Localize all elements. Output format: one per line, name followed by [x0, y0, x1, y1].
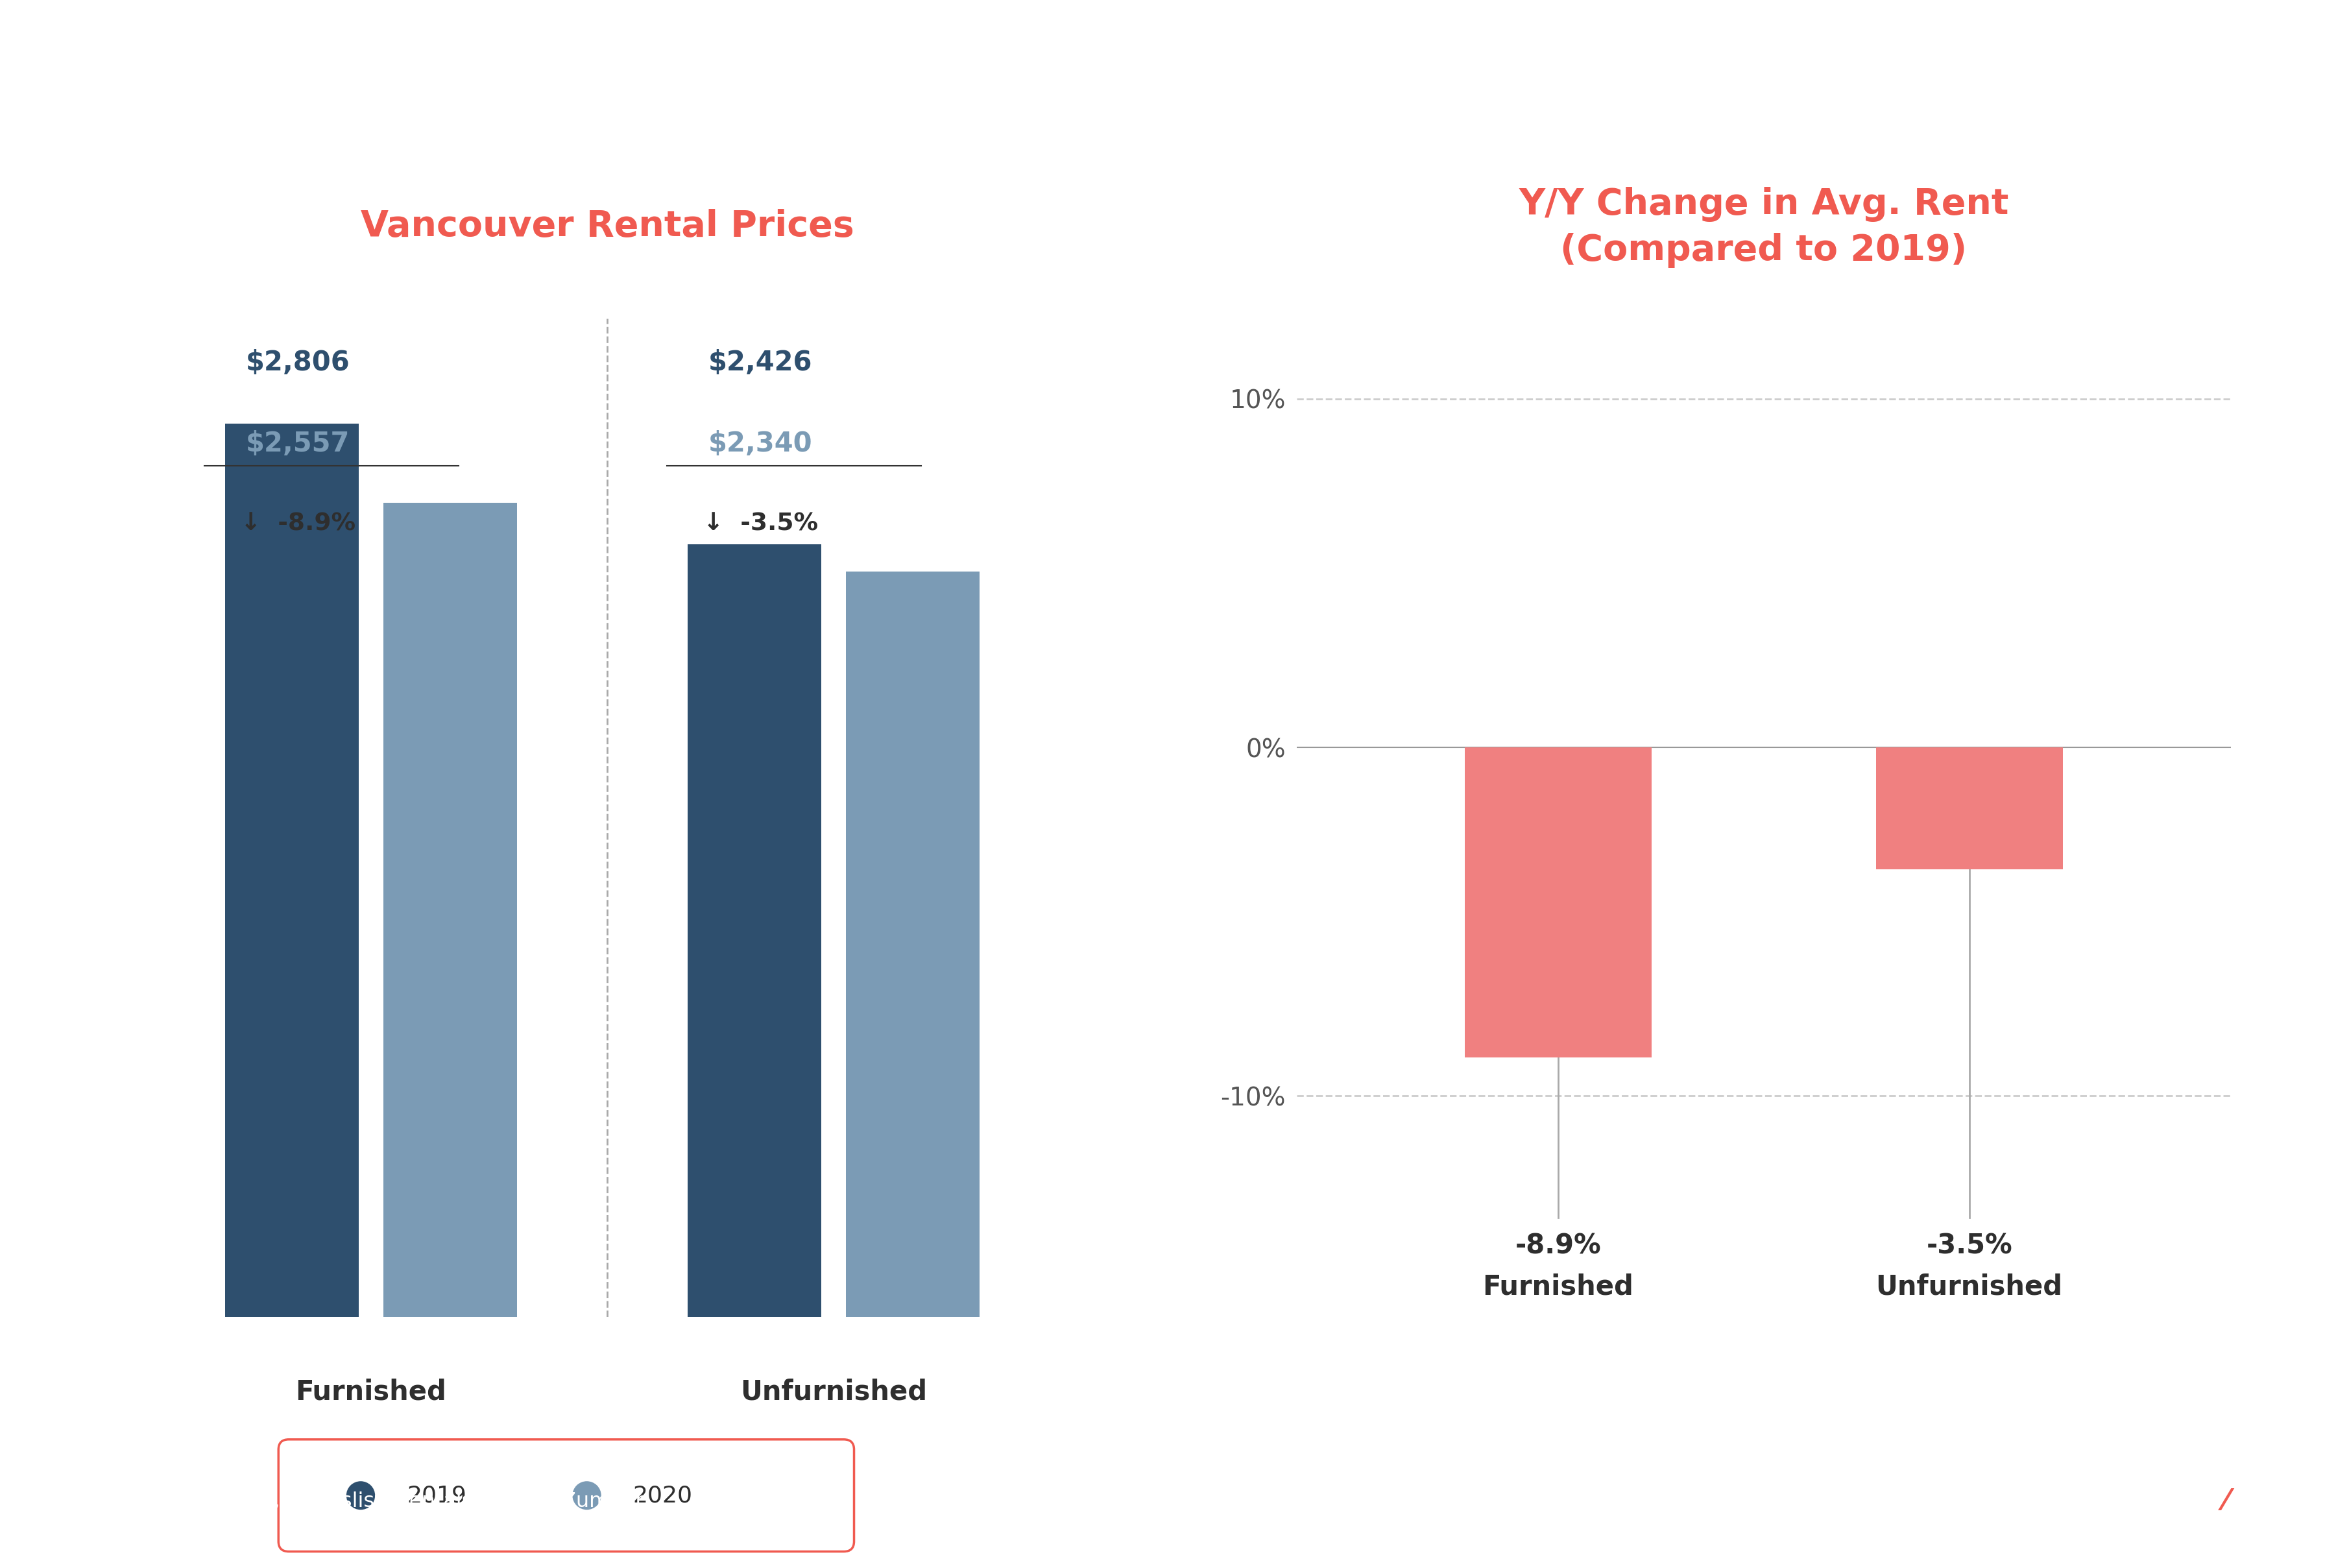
Bar	[383, 503, 516, 1317]
Text: $2,806: $2,806	[245, 348, 350, 376]
Text: $2,340: $2,340	[708, 430, 813, 458]
Text: ↓  -8.9%: ↓ -8.9%	[241, 511, 355, 535]
Text: liv.rent, Craigslist, Rentals.ca, and Zumper: liv.rent, Craigslist, Rentals.ca, and Zu…	[196, 1491, 645, 1512]
Text: -3.5%: -3.5%	[1927, 1232, 2011, 1259]
Bar	[1465, 748, 1652, 1057]
Text: $2,426: $2,426	[708, 348, 813, 376]
Text: 3.  Furnished rentals saw larger
     drop compared to unfurnished: 3. Furnished rentals saw larger drop com…	[75, 63, 827, 155]
Bar	[1876, 748, 2063, 869]
Circle shape	[572, 1482, 600, 1510]
Text: Y/Y Change in Avg. Rent
(Compared to 2019): Y/Y Change in Avg. Rent (Compared to 201…	[1518, 187, 2009, 268]
Text: -8.9%: -8.9%	[1516, 1232, 1600, 1259]
Text: Unfurnished: Unfurnished	[741, 1378, 927, 1405]
Text: 2019: 2019	[406, 1485, 467, 1507]
Bar	[687, 544, 822, 1317]
Text: ⁄: ⁄	[2224, 1488, 2229, 1515]
Text: Vancouver Rental Prices: Vancouver Rental Prices	[360, 209, 855, 245]
Text: Furnished: Furnished	[294, 1378, 446, 1405]
Text: 2020: 2020	[633, 1485, 694, 1507]
Text: $2,557: $2,557	[245, 430, 350, 458]
Text: SOURCE:: SOURCE:	[51, 1491, 154, 1512]
Bar	[224, 423, 360, 1317]
Text: liv: liv	[2231, 1488, 2271, 1515]
Text: ↓  -3.5%: ↓ -3.5%	[703, 511, 818, 535]
Bar	[846, 572, 979, 1317]
Circle shape	[346, 1482, 376, 1510]
